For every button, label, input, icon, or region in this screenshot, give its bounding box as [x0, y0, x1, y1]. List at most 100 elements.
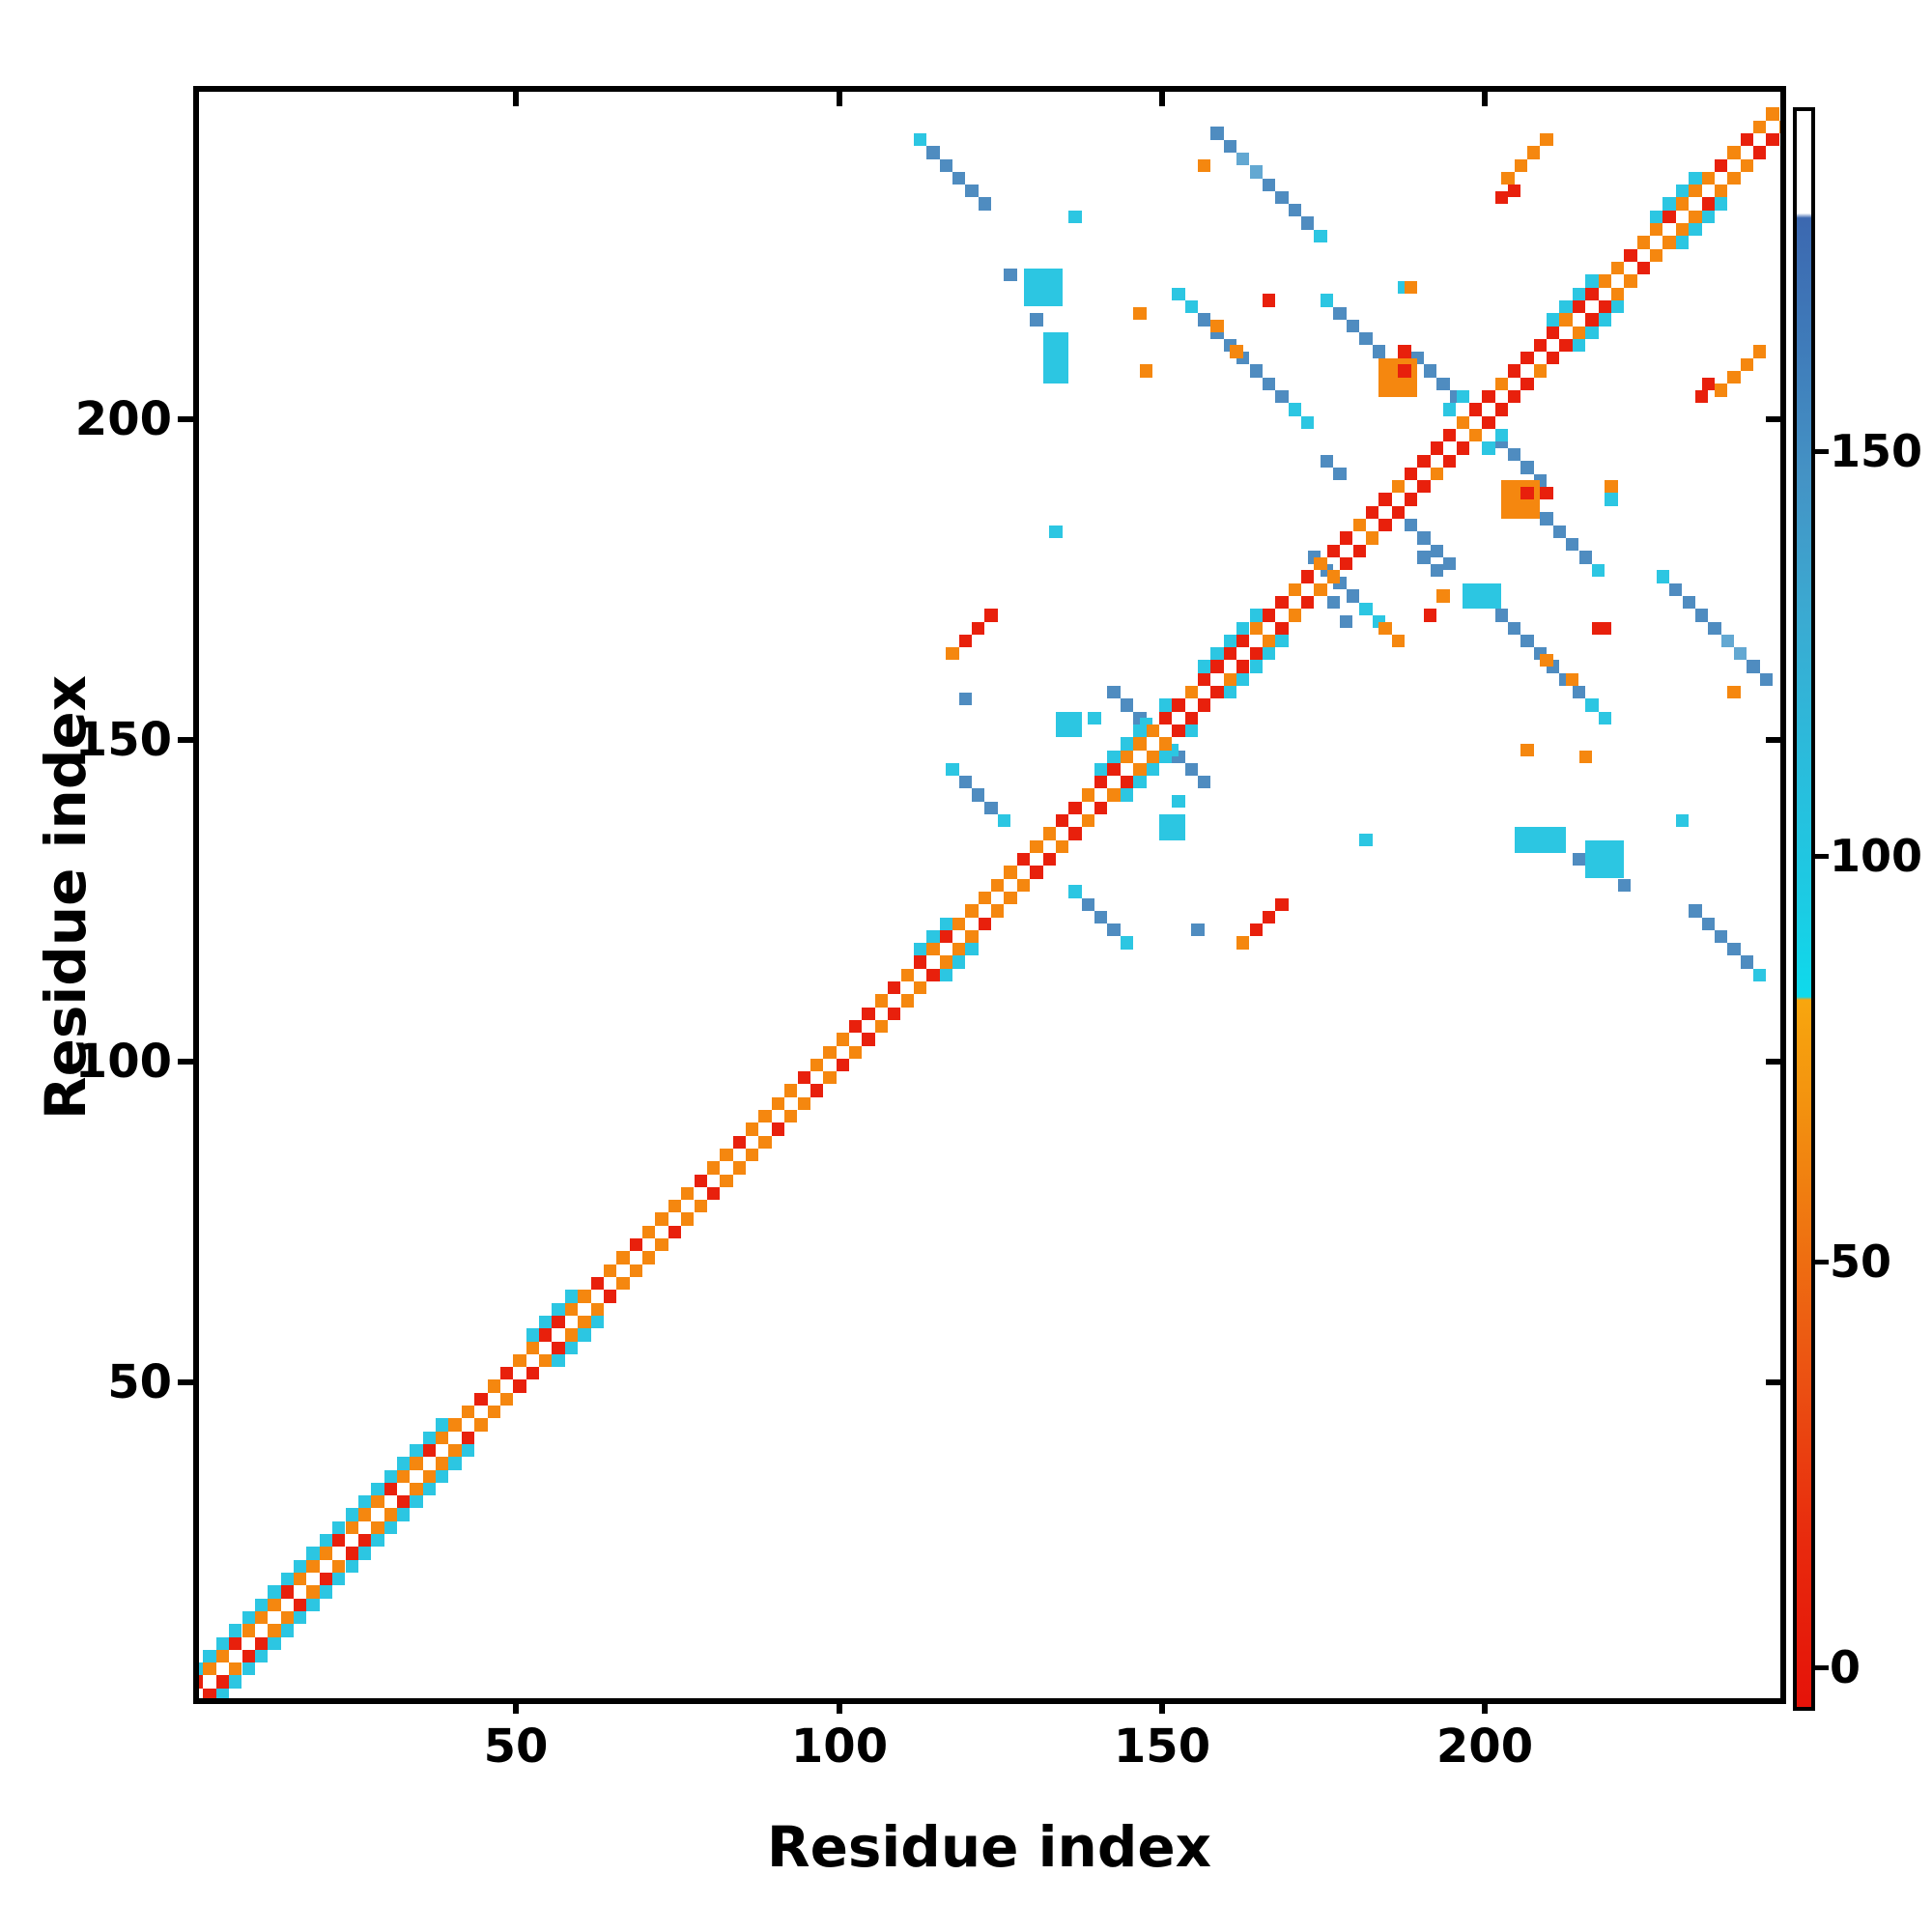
contact-streak-cell — [1759, 672, 1774, 687]
diagonal-cell — [965, 904, 979, 918]
diagonal-flank-cell — [436, 1418, 449, 1432]
contact-streak-cell — [1494, 609, 1508, 622]
diagonal-cell — [810, 1058, 824, 1072]
diagonal-cell — [1004, 866, 1017, 879]
diagonal-cell — [539, 1353, 553, 1368]
diagonal-cell — [578, 1315, 591, 1329]
diagonal-cell — [1249, 621, 1263, 635]
diagonal-cell — [242, 1649, 255, 1663]
diagonal-flank-cell — [436, 1469, 449, 1483]
diagonal-flank-cell — [926, 929, 940, 944]
diagonal-cell — [1662, 210, 1676, 224]
contact-streak-cell — [952, 171, 966, 185]
contact-streak-cell — [1708, 621, 1721, 635]
diagonal-cell — [526, 1341, 540, 1354]
diagonal-cell — [1598, 299, 1611, 314]
diagonal-cell — [978, 891, 992, 905]
contact-dot — [1436, 589, 1450, 603]
contact-streak-cell — [972, 621, 985, 635]
contact-dot — [1133, 306, 1147, 320]
diagonal-cell — [1352, 544, 1366, 557]
contact-streak-cell — [1572, 686, 1586, 699]
diagonal-cell — [1340, 531, 1353, 545]
x-tick-mark — [1159, 1698, 1165, 1714]
diagonal-cell — [357, 1534, 372, 1548]
contact-streak-cell — [1424, 364, 1437, 378]
diagonal-cell — [384, 1482, 397, 1496]
diagonal-flank-cell — [357, 1495, 372, 1509]
diagonal-flank-cell — [461, 1443, 475, 1458]
diagonal-cell — [499, 1367, 514, 1380]
diagonal-flank-cell — [203, 1649, 216, 1663]
diagonal-flank-cell — [397, 1508, 411, 1521]
contact-streak-cell — [1081, 897, 1095, 911]
contact-dot — [1191, 923, 1205, 937]
contact-streak-cell — [1436, 377, 1450, 391]
diagonal-flank-cell — [965, 943, 979, 956]
diagonal-cell — [1430, 467, 1444, 481]
diagonal-cell — [913, 981, 927, 995]
contact-streak-cell — [1301, 216, 1315, 230]
contact-streak-cell — [1262, 910, 1276, 924]
diagonal-flank-cell — [1547, 313, 1560, 327]
diagonal-cell — [1468, 428, 1483, 442]
diagonal-cell — [448, 1443, 462, 1458]
diagonal-cell — [242, 1624, 255, 1637]
colorbar-tick-mark — [1815, 449, 1829, 454]
contact-streak-cell — [1591, 563, 1605, 577]
contact-streak-cell — [1359, 602, 1373, 615]
contact-dot — [1566, 672, 1579, 687]
diagonal-flank-cell — [1610, 299, 1625, 314]
diagonal-cell — [1714, 158, 1728, 172]
contact-streak-cell — [1391, 634, 1405, 648]
diagonal-cell — [1055, 839, 1069, 853]
diagonal-flank-cell — [952, 955, 966, 969]
contact-dot — [1004, 268, 1017, 281]
diagonal-flank-cell — [1689, 171, 1702, 185]
diagonal-cell — [836, 1033, 849, 1046]
contact-dot — [1198, 158, 1211, 172]
y-tick-label: 50 — [107, 1355, 172, 1409]
contact-streak-cell — [1540, 132, 1553, 147]
diagonal-flank-cell — [1249, 660, 1263, 673]
diagonal-cell — [1443, 454, 1457, 468]
contact-streak-cell — [1120, 698, 1134, 712]
diagonal-cell — [215, 1649, 230, 1663]
diagonal-cell — [268, 1624, 281, 1637]
diagonal-flank-cell — [254, 1598, 269, 1611]
diagonal-cell — [1314, 582, 1327, 596]
diagonal-flank-cell — [357, 1547, 372, 1560]
x-tick-label: 150 — [1113, 1719, 1211, 1774]
diagonal-cell — [952, 943, 966, 956]
contact-dot — [1701, 377, 1715, 391]
diagonal-cell — [1585, 287, 1599, 300]
diagonal-cell — [280, 1610, 294, 1625]
diagonal-cell — [1068, 801, 1082, 815]
diagonal-cell — [203, 1688, 216, 1698]
diagonal-cell — [965, 929, 979, 944]
contact-dot — [1507, 185, 1521, 198]
diagonal-cell — [410, 1482, 423, 1496]
diagonal-cell — [294, 1598, 307, 1611]
diagonal-flank-cell — [332, 1520, 346, 1535]
contact-streak-cell — [1094, 910, 1108, 924]
contact-map-plot — [193, 86, 1786, 1704]
diagonal-flank-cell — [1158, 750, 1173, 763]
contact-streak-cell — [1753, 968, 1767, 982]
diagonal-cell — [1301, 570, 1315, 583]
contact-streak-cell — [1753, 345, 1767, 358]
diagonal-flank-cell — [242, 1662, 255, 1676]
colorbar — [1793, 107, 1815, 1711]
x-tick-mark — [837, 1698, 842, 1714]
diagonal-cell — [1430, 441, 1444, 455]
contact-streak-cell — [1430, 544, 1444, 557]
diagonal-cell — [357, 1508, 372, 1521]
contact-streak-cell — [1236, 936, 1250, 950]
diagonal-cell — [1288, 582, 1301, 596]
contact-dot — [1456, 390, 1469, 404]
contact-streak-cell — [1727, 943, 1741, 956]
diagonal-flank-cell — [1107, 750, 1121, 763]
contact-streak-cell — [1740, 357, 1753, 372]
diagonal-cell — [1120, 776, 1134, 789]
diagonal-cell — [199, 1675, 204, 1689]
